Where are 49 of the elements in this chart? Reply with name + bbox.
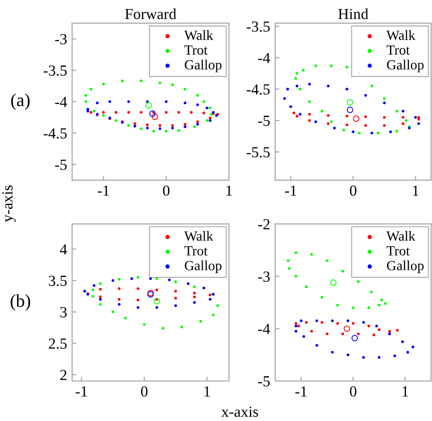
y-tick-label: -4 xyxy=(258,52,270,64)
y-tick-label: -4 xyxy=(55,96,68,107)
legend-label: Gallop xyxy=(184,260,222,274)
y-tick-label: -5 xyxy=(258,376,270,386)
x-tick-label: 0 xyxy=(350,386,356,397)
y-tick-label: -3.5 xyxy=(246,21,270,32)
legend-label: Trot xyxy=(184,246,208,256)
y-tick-label: -5.5 xyxy=(246,147,270,158)
legend-label: Walk xyxy=(184,30,214,40)
y-tick-label: -4.5 xyxy=(44,128,67,139)
x-tick-label: 0 xyxy=(141,386,148,397)
legend-label: Walk xyxy=(386,30,416,40)
y-tick-label: -5 xyxy=(258,116,270,126)
y-tick-label: 3 xyxy=(60,307,67,318)
y-tick-label: -4.5 xyxy=(246,84,270,95)
y-tick-label: -5 xyxy=(55,160,67,170)
y-tick-label: 2.5 xyxy=(48,338,67,349)
x-tick-label: -1 xyxy=(295,386,307,396)
text: (b) xyxy=(10,294,30,311)
legend-label: Trot xyxy=(386,45,410,55)
y-tick-label: -4 xyxy=(258,324,270,334)
y-tick-label: -3 xyxy=(258,272,270,282)
x-tick-label: 0 xyxy=(162,185,170,196)
x-tick-label: -1 xyxy=(284,186,296,196)
chart-title: Forward xyxy=(125,8,176,20)
legend-label: Trot xyxy=(184,45,208,55)
y-tick-label: -2 xyxy=(258,219,270,230)
y-tick-label: -3 xyxy=(55,34,67,44)
x-tick-label: 1 xyxy=(226,186,232,196)
legend-label: Trot xyxy=(386,246,410,256)
text: (a) xyxy=(11,93,30,110)
x-tick-label: 0 xyxy=(350,185,356,196)
x-tick-label: 1 xyxy=(413,186,418,196)
y-tick-label: 4 xyxy=(60,244,68,254)
x-tick-label: -1 xyxy=(98,186,109,196)
legend-label: Walk xyxy=(386,231,416,241)
x-tick-label: 1 xyxy=(402,386,408,396)
legend-label: Gallop xyxy=(386,60,424,72)
y-axis-title: y-axis xyxy=(2,185,16,222)
x-tick-label: 1 xyxy=(204,386,210,396)
x-axis-title: x-axis xyxy=(221,406,258,417)
y-tick-label: 2 xyxy=(60,370,66,380)
legend-label: Walk xyxy=(184,231,214,241)
legend-label: Gallop xyxy=(386,260,424,274)
y-tick-label: -3.5 xyxy=(44,65,67,76)
x-tick-label: -1 xyxy=(76,386,87,396)
y-tick-label: 3.5 xyxy=(48,276,67,286)
chart-title: Hind xyxy=(338,8,368,20)
legend-label: Gallop xyxy=(184,60,222,72)
